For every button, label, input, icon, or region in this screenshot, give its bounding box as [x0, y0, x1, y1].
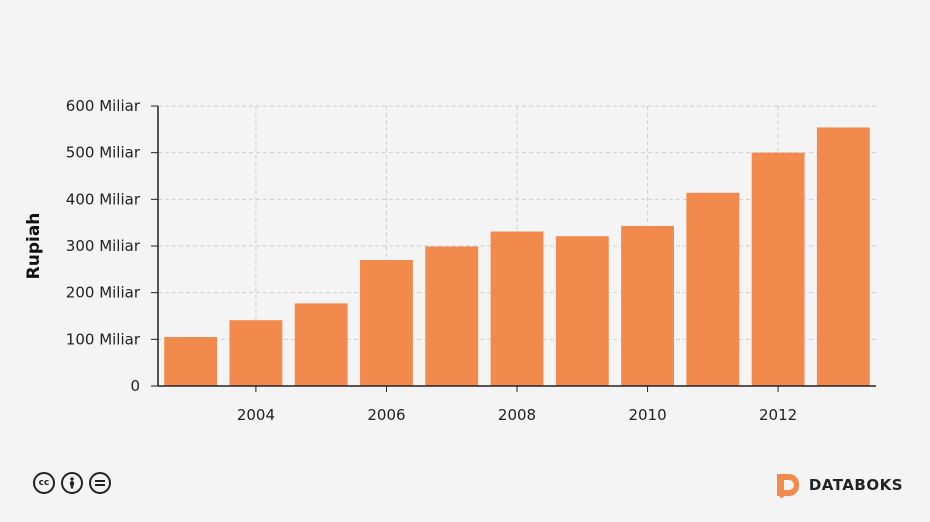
databoks-logo-icon [776, 474, 799, 498]
bar-2007[interactable] [425, 246, 479, 386]
bar-2006[interactable] [360, 260, 413, 386]
bars [164, 127, 870, 386]
y-tick-label: 500 Miliar [66, 144, 141, 162]
x-tick-label: 2004 [237, 406, 275, 424]
y-axis-title: Rupiah [24, 213, 44, 280]
x-tick-label: 2006 [367, 406, 405, 424]
bar-2005[interactable] [294, 303, 348, 386]
bar-2012[interactable] [751, 152, 805, 386]
axes [151, 105, 876, 392]
cc-icon[interactable]: cc [33, 472, 55, 494]
y-tick-label: 100 Miliar [66, 330, 141, 348]
bar-2009[interactable] [555, 236, 609, 386]
bar-2011[interactable] [686, 192, 740, 386]
tick-labels: 0 100 Miliar 200 Miliar 300 Miliar 400 Milia… [66, 97, 797, 424]
y-tick-label: 300 Miliar [66, 237, 141, 255]
bar-2004[interactable] [229, 320, 283, 386]
bar-2013[interactable] [816, 127, 870, 386]
y-tick-label: 600 Miliar [66, 97, 141, 115]
x-tick-label: 2012 [759, 406, 797, 424]
bar-2003[interactable] [164, 337, 218, 386]
bar-2008[interactable] [490, 231, 544, 386]
y-tick-label: 200 Miliar [66, 284, 141, 302]
nd-icon[interactable] [89, 472, 111, 494]
databoks-brand[interactable]: DATABOKS [775, 472, 903, 498]
brand-name: DATABOKS [808, 476, 903, 494]
y-tick-label: 0 [130, 377, 140, 395]
x-tick-label: 2010 [628, 406, 666, 424]
license-icons: cc [33, 472, 111, 494]
y-tick-label: 400 Miliar [66, 190, 141, 208]
x-tick-label: 2008 [498, 406, 536, 424]
bar-2010[interactable] [621, 225, 674, 386]
by-icon[interactable] [61, 472, 83, 494]
